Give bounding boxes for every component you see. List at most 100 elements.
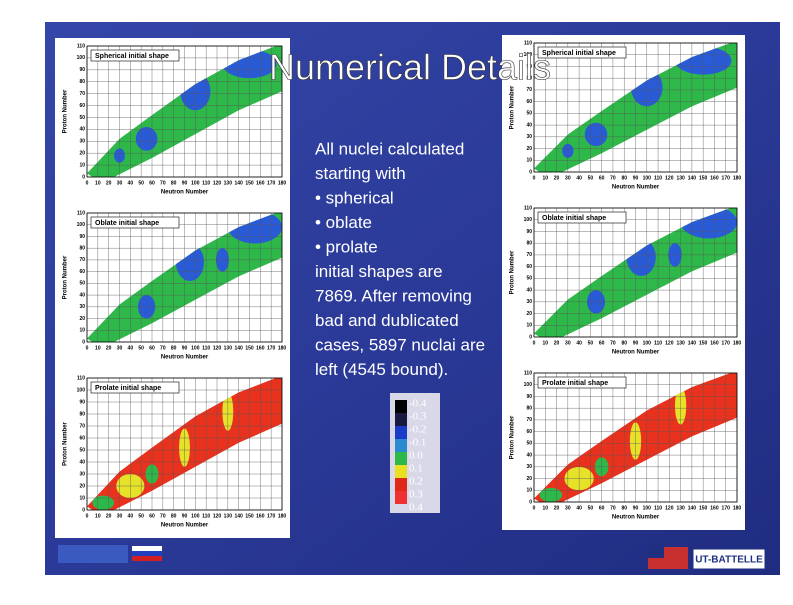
x-axis-label: Neutron Number — [612, 515, 660, 521]
x-tick-label: 160 — [710, 175, 719, 181]
colorbar-label: 0.0 — [409, 450, 423, 462]
colorbar-cell — [395, 426, 407, 439]
y-axis-label: Proton Number — [63, 422, 69, 466]
x-tick-label: 30 — [117, 180, 123, 186]
x-tick-label: 180 — [733, 505, 742, 511]
x-tick-label: 30 — [117, 513, 123, 519]
colorbar-label: 0.2 — [409, 476, 423, 488]
x-tick-label: 130 — [224, 513, 233, 519]
x-tick-label: 110 — [202, 513, 210, 519]
x-tick-label: 180 — [278, 345, 287, 351]
y-tick-label: 90 — [526, 229, 532, 235]
x-tick-label: 60 — [149, 513, 155, 519]
colorbar-label: -0.1 — [409, 437, 426, 449]
y-tick-label: 90 — [526, 394, 532, 400]
x-tick-label: 0 — [86, 345, 89, 351]
x-tick-label: 130 — [676, 175, 685, 181]
plot-frame — [533, 372, 738, 503]
logo-left — [58, 545, 128, 563]
y-tick-label: 90 — [526, 64, 532, 70]
x-tick-label: 10 — [95, 513, 101, 519]
slide-title: Numerical Details — [269, 47, 551, 88]
body-line: • oblate — [315, 213, 372, 232]
flag — [132, 546, 162, 551]
plot-panel: 0 10 20 30 40 50 60 70 80 90 100 110 120 130 140 150 160… — [502, 200, 745, 365]
plot-title: Spherical initial shape — [95, 53, 169, 60]
colorbar-cell — [395, 439, 407, 452]
y-tick-label: 20 — [79, 316, 85, 322]
x-tick-label: 140 — [234, 345, 243, 351]
x-tick-label: 10 — [542, 340, 548, 346]
x-tick-label: 50 — [138, 513, 144, 519]
x-tick-label: 110 — [654, 505, 662, 511]
x-tick-label: 100 — [643, 175, 652, 181]
y-tick-label: 10 — [526, 488, 532, 494]
x-tick-label: 90 — [633, 505, 639, 511]
x-tick-label: 90 — [633, 175, 639, 181]
heatmap-region — [584, 122, 608, 147]
y-tick-label: 100 — [77, 222, 86, 228]
y-tick-label: 70 — [79, 91, 85, 97]
colorbar-cell — [395, 478, 407, 491]
y-tick-label: 0 — [529, 499, 532, 505]
plot-title-box — [90, 216, 180, 229]
x-tick-label: 80 — [621, 505, 627, 511]
x-tick-label: 150 — [245, 345, 254, 351]
x-tick-label: 80 — [171, 180, 177, 186]
y-tick-label: 0 — [529, 334, 532, 340]
x-tick-label: 0 — [86, 180, 89, 186]
y-axis-label: Proton Number — [63, 255, 69, 299]
x-tick-label: 160 — [710, 340, 719, 346]
x-tick-label: 70 — [610, 505, 616, 511]
plot-title-box — [90, 381, 180, 394]
x-tick-label: 70 — [610, 175, 616, 181]
x-tick-label: 80 — [171, 345, 177, 351]
plot-frame — [86, 212, 283, 343]
colorbar-label: -0.3 — [409, 411, 427, 423]
heatmap-region — [539, 487, 563, 502]
x-tick-label: 130 — [224, 180, 233, 186]
y-tick-label: 0 — [82, 339, 85, 345]
x-tick-label: 60 — [149, 345, 155, 351]
x-tick-label: 40 — [576, 340, 582, 346]
y-tick-label: 60 — [526, 264, 532, 270]
x-tick-label: 180 — [278, 180, 287, 186]
logo-box — [692, 548, 766, 570]
x-tick-label: 10 — [542, 175, 548, 181]
x-tick-label: 120 — [213, 345, 222, 351]
y-tick-label: 90 — [79, 234, 85, 240]
x-tick-label: 90 — [182, 180, 188, 186]
y-tick-label: 30 — [79, 471, 85, 477]
footer-right: UT-BATTELLE — [648, 547, 766, 570]
x-tick-label: 150 — [699, 505, 708, 511]
x-tick-label: 50 — [588, 340, 594, 346]
x-tick-label: 110 — [654, 340, 662, 346]
plot-title-box — [537, 211, 627, 224]
x-tick-label: 120 — [213, 180, 222, 186]
x-axis-label: Neutron Number — [612, 185, 660, 191]
plot-panel: 0 10 20 30 40 50 60 70 80 90 100 110 120 130 140 150 160… — [55, 370, 290, 538]
x-tick-label: 30 — [565, 505, 571, 511]
colorbar-label: 0.1 — [409, 463, 423, 475]
flag — [132, 556, 162, 561]
y-tick-label: 20 — [79, 151, 85, 157]
plot-title: Prolate initial shape — [95, 385, 161, 392]
body-line: • spherical — [315, 188, 394, 207]
plot-frame — [533, 207, 738, 338]
y-tick-label: 100 — [77, 387, 86, 393]
x-tick-label: 100 — [191, 345, 200, 351]
x-tick-label: 20 — [554, 505, 560, 511]
y-tick-label: 70 — [526, 417, 532, 423]
footer-left — [58, 545, 162, 563]
colorbar-label: -0.2 — [409, 424, 426, 436]
x-tick-label: 10 — [542, 505, 548, 511]
y-axis-label: Proton Number — [510, 85, 516, 129]
x-tick-label: 150 — [699, 340, 708, 346]
y-tick-label: 60 — [79, 103, 85, 109]
y-tick-label: 30 — [79, 139, 85, 145]
y-tick-label: 110 — [524, 205, 532, 211]
y-tick-label: 100 — [524, 382, 533, 388]
x-tick-label: 40 — [128, 345, 134, 351]
y-tick-label: 110 — [524, 370, 532, 376]
x-tick-label: 100 — [191, 180, 200, 186]
